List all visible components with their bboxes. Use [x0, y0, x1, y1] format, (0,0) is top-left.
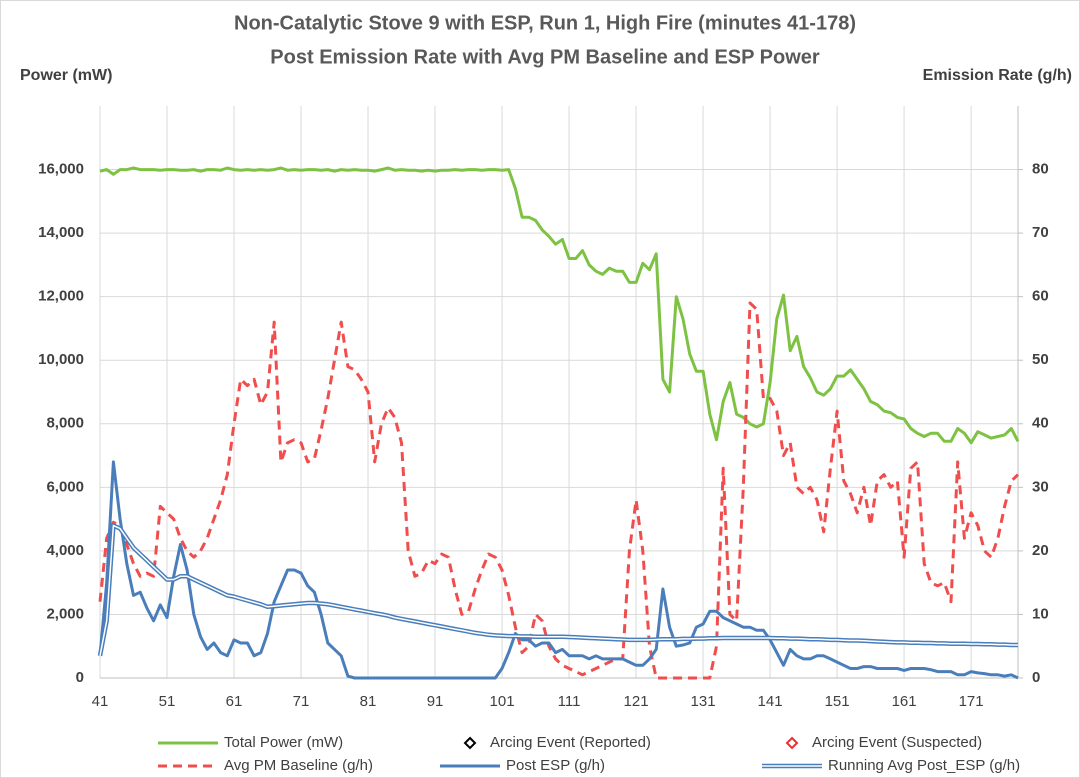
x-tick-label: 131	[691, 693, 716, 710]
x-tick-label: 151	[825, 693, 850, 710]
line-inner	[99, 524, 1018, 656]
x-tick-label: 81	[360, 693, 377, 710]
line	[98, 460, 1019, 680]
line	[98, 301, 1020, 680]
legend-marker	[785, 736, 799, 750]
legend-label: Post ESP (g/h)	[506, 757, 605, 774]
x-tick-label: 51	[159, 693, 176, 710]
chart-title: Non-Catalytic Stove 9 with ESP, Run 1, H…	[234, 12, 856, 34]
legend-label: Arcing Event (Reported)	[490, 734, 651, 751]
x-tick-label: 111	[558, 693, 581, 710]
legend-label: Running Avg Post_ESP (g/h)	[828, 757, 1020, 774]
x-tick-label: 101	[490, 693, 515, 710]
y2-tick-label: 40	[1032, 415, 1049, 432]
y-tick-label: 14,000	[38, 224, 84, 241]
y2-tick-label: 20	[1032, 542, 1049, 559]
legend-label: Arcing Event (Suspected)	[812, 734, 982, 751]
y2-tick-label: 30	[1032, 478, 1049, 495]
y-tick-label: 2,000	[46, 605, 84, 622]
legend-marker	[463, 736, 477, 750]
chart-subtitle: Post Emission Rate with Avg PM Baseline …	[270, 46, 820, 68]
y2-axis-label: Emission Rate (g/h)	[923, 67, 1072, 84]
legend-label: Total Power (mW)	[224, 734, 343, 751]
y2-tick-label: 60	[1032, 288, 1049, 305]
y-axis-label: Power (mW)	[20, 67, 112, 84]
y2-tick-label: 80	[1032, 161, 1049, 178]
y2-tick-label: 0	[1032, 669, 1040, 686]
x-tick-label: 91	[427, 693, 444, 710]
line	[99, 166, 1020, 445]
y-tick-label: 4,000	[46, 542, 84, 559]
y2-tick-label: 70	[1032, 224, 1049, 241]
legend-label: Avg PM Baseline (g/h)	[224, 757, 373, 774]
x-tick-label: 61	[226, 693, 243, 710]
y-tick-label: 10,000	[38, 351, 84, 368]
y-tick-label: 6,000	[46, 478, 84, 495]
x-tick-label: 121	[624, 693, 649, 710]
y2-tick-label: 50	[1032, 351, 1049, 368]
x-tick-label: 41	[92, 693, 109, 710]
y-tick-label: 8,000	[46, 415, 84, 432]
x-tick-label: 71	[293, 693, 310, 710]
x-tick-label: 161	[892, 693, 917, 710]
x-tick-label: 141	[758, 693, 783, 710]
x-tick-label: 171	[959, 693, 984, 710]
y2-tick-label: 10	[1032, 605, 1049, 622]
y-tick-label: 0	[76, 669, 84, 686]
y-tick-label: 12,000	[38, 288, 84, 305]
y-tick-label: 16,000	[38, 161, 84, 178]
